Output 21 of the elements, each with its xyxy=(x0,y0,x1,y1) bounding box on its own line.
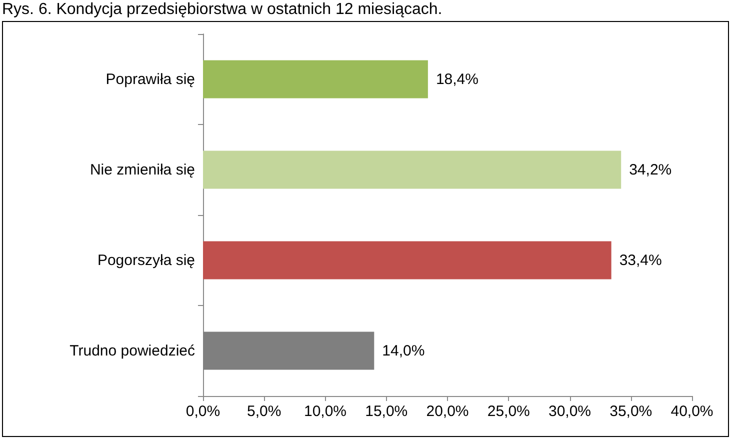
data-label: 33,4% xyxy=(619,252,662,269)
x-tick-label: 30,0% xyxy=(548,403,592,420)
y-tick-label: Trudno powiedzieć xyxy=(70,342,196,360)
x-tick-label: 35,0% xyxy=(610,403,652,420)
bar xyxy=(203,150,622,189)
bar xyxy=(203,60,428,98)
x-tick-label: 40,0% xyxy=(670,403,714,420)
y-tick-label: Nie zmieniła się xyxy=(90,161,195,178)
bar xyxy=(203,241,612,280)
x-tick-label: 5,0% xyxy=(247,403,282,420)
data-label: 14,0% xyxy=(382,342,425,360)
x-tick-label: 20,0% xyxy=(426,403,469,420)
y-tick-label: Pogorszyła się xyxy=(97,252,195,269)
x-tick-label: 10,0% xyxy=(304,403,347,420)
x-tick-label: 15,0% xyxy=(365,403,408,420)
data-label: 18,4% xyxy=(436,70,478,88)
x-tick-label: 25,0% xyxy=(487,403,530,420)
data-label: 34,2% xyxy=(629,161,672,178)
y-tick-label: Poprawiła się xyxy=(106,70,195,88)
chart-title: Rys. 6. Kondycja przedsiębiorstwa w ostatnich 12 miesiącach. xyxy=(2,0,442,19)
x-tick-label: 0,0% xyxy=(186,403,220,420)
